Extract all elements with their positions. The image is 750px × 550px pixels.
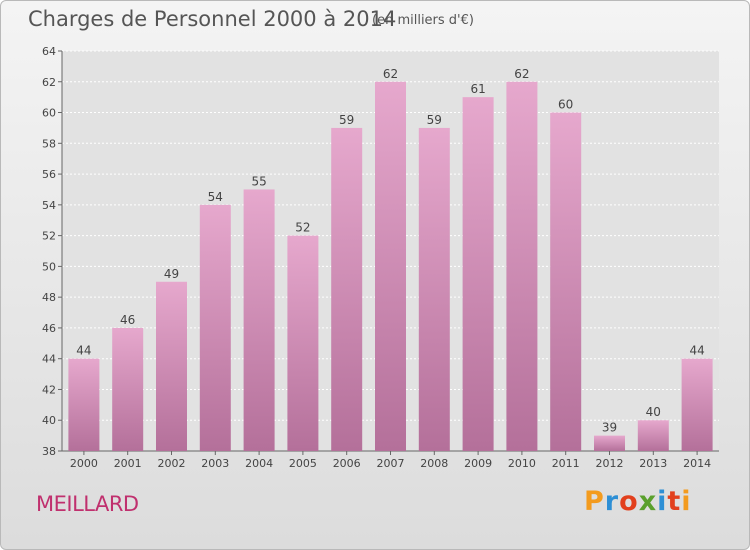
proxiti-logo[interactable]: Proxiti: [584, 486, 692, 517]
value-label-2008: 59: [427, 113, 442, 127]
value-label-2005: 52: [295, 221, 310, 235]
bar-2000: [68, 358, 100, 451]
bar-2009: [462, 97, 494, 452]
bar-2014: [681, 358, 713, 451]
bar-2003: [199, 204, 231, 451]
value-label-2014: 44: [689, 344, 704, 358]
bar-2002: [156, 281, 187, 451]
value-label-2000: 44: [76, 344, 91, 358]
y-tick-label: 62: [42, 76, 56, 89]
y-tick-label: 40: [42, 414, 56, 427]
value-label-2001: 46: [120, 313, 135, 327]
y-tick-label: 52: [42, 230, 56, 243]
bar-2005: [287, 235, 319, 451]
bar-2001: [112, 327, 144, 451]
y-tick-label: 60: [42, 107, 56, 120]
y-tick-label: 58: [42, 137, 56, 150]
value-label-2009: 61: [470, 82, 485, 96]
x-tick-label-2007: 2007: [377, 457, 405, 470]
y-tick-label: 44: [42, 353, 56, 366]
bar-2010: [506, 81, 538, 452]
value-label-2002: 49: [164, 267, 179, 281]
bar-2008: [418, 127, 450, 451]
x-tick-label-2000: 2000: [70, 457, 98, 470]
commune-name: MEILLARD: [36, 492, 139, 516]
x-tick-label-2008: 2008: [420, 457, 448, 470]
bar-2013: [637, 420, 669, 451]
chart-unit-note: (en milliers d'€): [372, 13, 474, 28]
y-tick-label: 38: [42, 445, 56, 458]
x-tick-label-2004: 2004: [245, 457, 273, 470]
x-tick-label-2005: 2005: [289, 457, 317, 470]
value-label-2011: 60: [558, 98, 573, 112]
value-label-2010: 62: [514, 67, 529, 81]
value-label-2004: 55: [251, 174, 266, 188]
x-tick-label-2006: 2006: [333, 457, 361, 470]
bar-2012: [594, 435, 625, 451]
x-tick-label-2013: 2013: [639, 457, 667, 470]
y-tick-label: 64: [42, 45, 56, 58]
y-tick-label: 50: [42, 260, 56, 273]
bar-2006: [331, 127, 363, 451]
x-tick-label-2002: 2002: [158, 457, 186, 470]
y-tick-label: 48: [42, 291, 56, 304]
value-label-2007: 62: [383, 67, 398, 81]
y-tick-label: 54: [42, 199, 56, 212]
y-tick-label: 46: [42, 322, 56, 335]
y-tick-label: 56: [42, 168, 56, 181]
bar-2011: [550, 112, 582, 452]
x-tick-label-2011: 2011: [552, 457, 580, 470]
value-label-2006: 59: [339, 113, 354, 127]
bar-2004: [243, 189, 275, 451]
x-tick-label-2003: 2003: [201, 457, 229, 470]
chart-title: Charges de Personnel 2000 à 2014: [28, 7, 397, 31]
x-tick-label-2010: 2010: [508, 457, 536, 470]
value-label-2013: 40: [646, 405, 661, 419]
x-tick-label-2009: 2009: [464, 457, 492, 470]
x-tick-label-2001: 2001: [114, 457, 142, 470]
value-label-2012: 39: [602, 421, 617, 435]
x-tick-label-2012: 2012: [596, 457, 624, 470]
x-tick-label-2014: 2014: [683, 457, 711, 470]
value-label-2003: 54: [208, 190, 223, 204]
bar-2007: [375, 81, 406, 452]
y-tick-label: 42: [42, 383, 56, 396]
